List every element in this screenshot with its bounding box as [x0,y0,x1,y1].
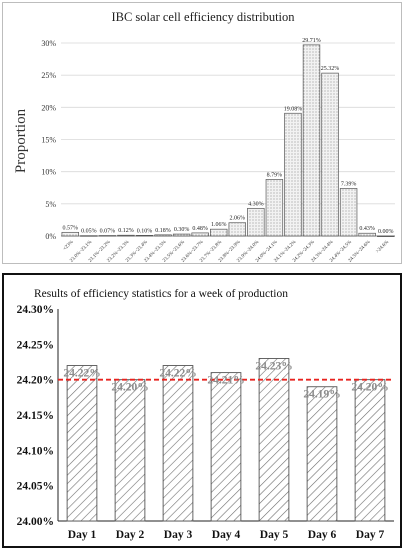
distribution-bar [135,235,154,237]
bar-data-label: 4.30% [248,201,264,207]
distribution-bar [117,234,135,237]
day-bar [162,365,194,522]
x-tick-label: Day 6 [308,529,337,541]
bar-data-label: 19.08% [284,106,303,112]
y-tick-label: 30% [41,39,56,48]
bar-data-label: 24.22% [159,368,196,380]
distribution-bar [339,188,358,237]
y-tick-label: 20% [41,103,56,112]
day-bar [66,365,98,522]
distribution-bar [228,222,246,237]
y-tick-label: 25% [41,71,56,80]
distribution-bar [284,112,302,237]
y-tick-label: 5% [45,200,56,209]
distribution-bar [265,179,284,237]
bar-data-label: 24.21% [207,375,244,387]
bar-data-label: 7.39% [341,181,357,187]
bar-data-label: 0.57% [63,225,79,231]
x-tick-label: Day 3 [164,529,193,541]
bar-data-label: 0.30% [174,227,190,233]
distribution-bar [210,228,228,237]
x-tick-label: Day 7 [356,529,385,541]
bar-data-label: 2.06% [230,216,246,222]
bar-data-label: 1.06% [211,222,227,228]
bar-data-label: 25.32% [321,66,340,72]
x-tick-label: <23% [63,240,75,252]
y-tick-label: 24.00% [17,516,54,528]
y-tick-label: 24.30% [17,304,54,316]
bar-data-label: 0.48% [192,226,208,232]
day-bar [258,358,290,522]
bar-data-label: 8.79% [267,172,283,178]
bar-data-label: 0.43% [359,226,375,232]
x-tick-label: >24.6% [375,240,390,255]
bar-data-label: 0.18% [155,228,171,234]
bar-data-label: 0.07% [100,229,116,235]
weekly-efficiency-chart: Results of efficiency statistics for a w… [17,288,394,541]
day-bar [354,379,386,522]
distribution-chart-panel: IBC solar cell efficiency distribution P… [2,2,402,264]
chart-title: Results of efficiency statistics for a w… [34,288,288,300]
bar-data-label: 0.12% [118,228,134,234]
bar-data-label: 0.05% [81,229,97,235]
distribution-bar [172,233,191,237]
day-bar [114,379,146,522]
distribution-bar [377,235,395,237]
y-tick-label: 15% [41,136,56,145]
distribution-bar [154,234,172,237]
y-tick-label: 24.25% [17,339,54,351]
y-tick-label: 24.15% [17,410,54,422]
x-tick-label: Day 1 [68,529,97,541]
bar-data-label: 24.20% [111,382,148,394]
y-tick-label: 24.20% [17,375,54,387]
x-tick-label: Day 4 [212,529,241,541]
bar-data-label: 29.71% [302,38,321,44]
chart-title: IBC solar cell efficiency distribution [111,10,295,24]
x-tick-label: Day 5 [260,529,289,541]
bar-data-label: 24.19% [303,389,340,401]
weekly-chart-panel: Results of efficiency statistics for a w… [2,273,402,548]
distribution-bar [80,235,98,237]
bar-data-label: 24.22% [63,368,100,380]
y-tick-label: 24.05% [17,481,54,493]
day-bar [210,372,242,522]
distribution-bar [191,232,209,237]
y-axis-label: Proportion [13,108,29,173]
distribution-bar [61,231,79,237]
y-tick-label: 0% [45,232,56,241]
distribution-bar [358,232,376,237]
bar-data-label: 24.20% [351,382,388,394]
x-tick-label: Day 2 [116,529,145,541]
distribution-bar [321,72,339,237]
y-tick-label: 10% [41,168,56,177]
bar-data-label: 24.23% [255,360,292,372]
distribution-chart: IBC solar cell efficiency distribution P… [13,10,395,264]
bar-data-label: 0.10% [137,228,153,234]
day-bar [306,386,338,522]
distribution-bar [247,207,265,237]
distribution-bar [302,44,321,237]
distribution-bar [98,235,117,237]
bar-data-label: 0.00% [378,229,394,235]
y-tick-label: 24.10% [17,445,54,457]
